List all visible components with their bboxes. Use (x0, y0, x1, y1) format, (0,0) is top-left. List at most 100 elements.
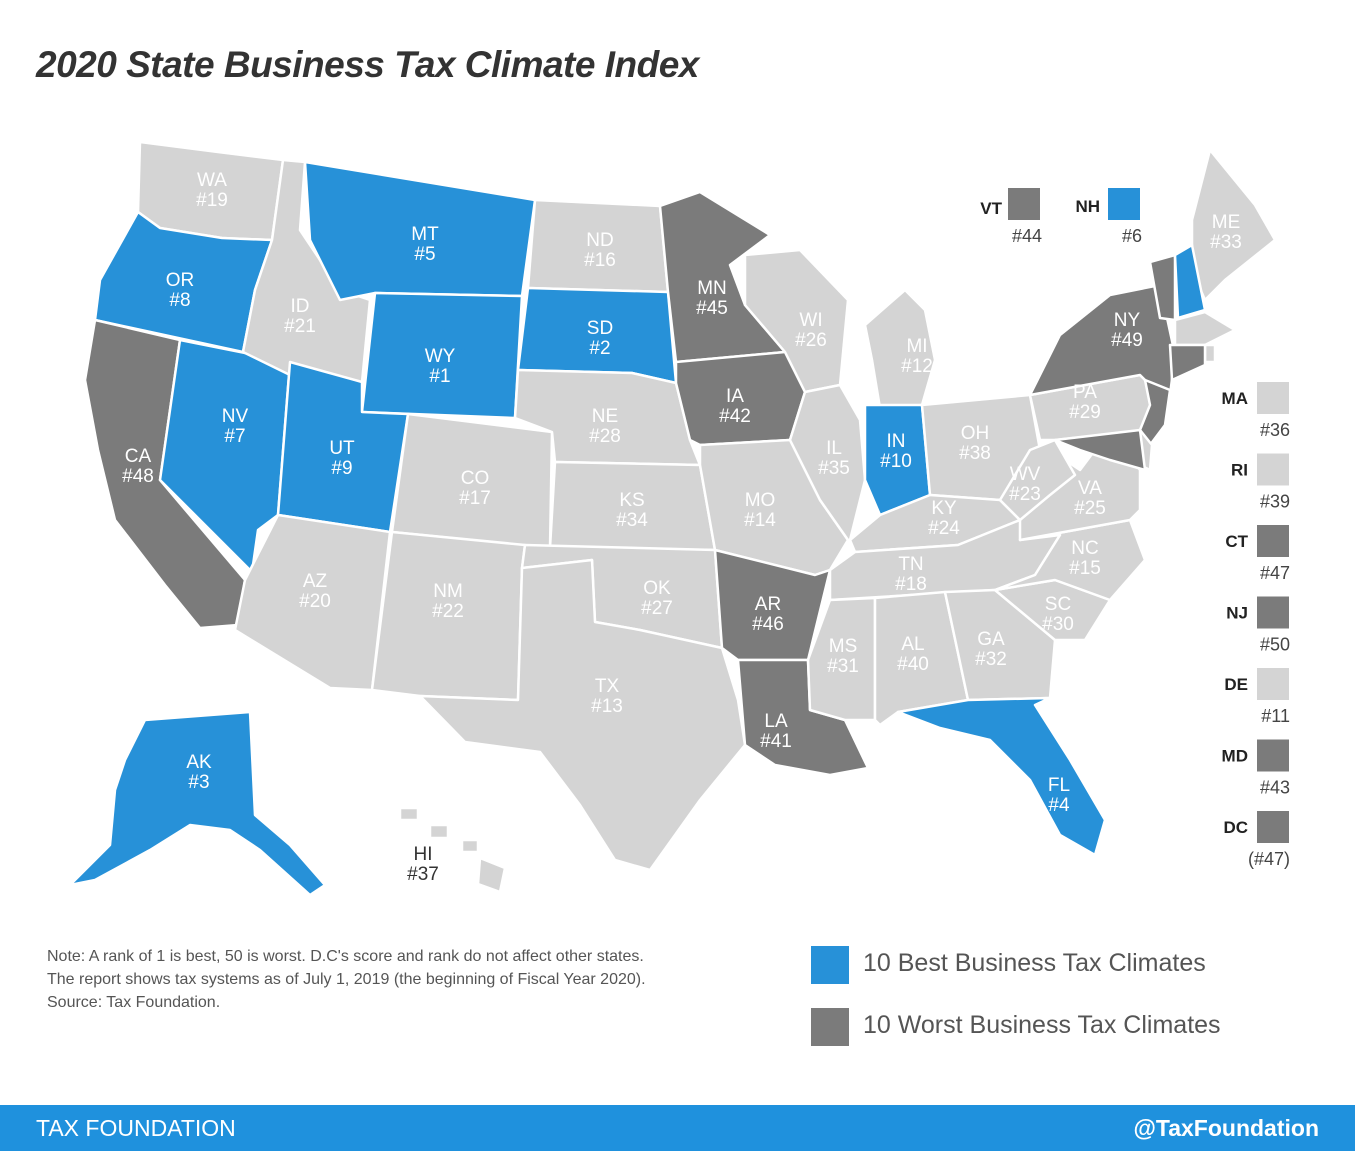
state-rank-ny: #49 (1111, 330, 1143, 351)
state-label-nc: NC (1071, 538, 1098, 559)
state-rank-hi: #37 (407, 864, 439, 885)
state-rank-ar: #46 (752, 614, 784, 635)
state-label-mt: MT (411, 224, 439, 245)
state-label-wv: WV (1010, 464, 1041, 485)
state-md (1053, 428, 1147, 472)
state-nh (1173, 243, 1207, 320)
state-label-ut: UT (329, 438, 355, 459)
callout-swatch-ri (1257, 453, 1289, 486)
callout-abbr-md: MD (1222, 747, 1248, 766)
state-rank-ms: #31 (827, 656, 859, 677)
note-line-2: The report shows tax systems as of July … (47, 971, 646, 988)
state-rank-la: #41 (760, 731, 792, 752)
state-rank-ky: #24 (928, 518, 960, 539)
state-rank-ia: #42 (719, 406, 751, 427)
state-label-mo: MO (745, 490, 776, 511)
state-label-mn: MN (697, 278, 727, 299)
state-label-ok: OK (643, 578, 671, 599)
page-title: 2020 State Business Tax Climate Index (36, 44, 699, 85)
state-rank-or: #8 (169, 290, 190, 311)
state-label-ky: KY (931, 498, 957, 519)
state-rank-wi: #26 (795, 330, 827, 351)
state-label-wy: WY (425, 346, 456, 367)
state-label-ia: IA (726, 386, 744, 407)
state-label-ny: NY (1114, 310, 1141, 331)
state-rank-az: #20 (299, 591, 331, 612)
state-label-ks: KS (619, 490, 644, 511)
callout-abbr-dc: DC (1223, 818, 1248, 837)
state-label-or: OR (166, 270, 195, 291)
callout-swatch-nj (1257, 596, 1289, 629)
state-label-co: CO (461, 468, 490, 489)
state-rank-nm: #22 (432, 601, 464, 622)
callout-rank-vt: #44 (1012, 226, 1042, 246)
state-label-nd: ND (586, 230, 613, 251)
state-label-nv: NV (222, 406, 249, 427)
state-label-fl: FL (1048, 775, 1070, 796)
state-ct (1168, 343, 1207, 382)
callout-rank-nj: #50 (1260, 635, 1290, 655)
callout-abbr-ct: CT (1225, 532, 1248, 551)
callout-rank-dc: (#47) (1248, 849, 1290, 869)
state-label-oh: OH (961, 423, 990, 444)
state-rank-wa: #19 (196, 190, 228, 211)
us-map: WA#19 OR#8 CA#48 NV#7 ID#21 MT#5 WY#1 UT#9 AZ#20… (68, 140, 1290, 897)
state-label-tn: TN (898, 554, 923, 575)
callout-swatch-vt (1008, 188, 1040, 220)
state-label-in: IN (887, 431, 906, 452)
state-label-wa: WA (197, 170, 227, 191)
state-hi (398, 806, 507, 894)
state-ri (1203, 343, 1217, 364)
legend-worst-swatch (811, 1008, 849, 1046)
callout-abbr-ri: RI (1231, 461, 1248, 480)
state-rank-mi: #12 (901, 356, 933, 377)
footer-bar: TAX FOUNDATION @TaxFoundation (0, 1105, 1355, 1151)
state-rank-ak: #3 (188, 772, 209, 793)
state-label-ca: CA (125, 446, 152, 467)
callout-abbr-de: DE (1224, 675, 1248, 694)
state-fl (896, 696, 1107, 857)
state-rank-ok: #27 (641, 598, 673, 619)
state-label-id: ID (291, 296, 310, 317)
state-rank-ne: #28 (589, 426, 621, 447)
state-label-va: VA (1078, 478, 1102, 499)
state-rank-nc: #15 (1069, 558, 1101, 579)
state-label-ar: AR (755, 594, 781, 615)
state-nc (993, 518, 1147, 602)
state-tx (418, 558, 747, 872)
state-label-hi: HI (414, 844, 433, 865)
state-label-tx: TX (595, 676, 620, 697)
callout-abbr-nj: NJ (1226, 604, 1248, 623)
state-rank-mn: #45 (696, 298, 728, 319)
state-rank-ks: #34 (616, 510, 648, 531)
state-label-ne: NE (592, 406, 618, 427)
callout-swatch-dc (1257, 811, 1289, 843)
state-rank-oh: #38 (959, 443, 991, 464)
state-label-me: ME (1212, 212, 1241, 233)
state-rank-pa: #29 (1069, 402, 1101, 423)
legend-worst-label: 10 Worst Business Tax Climates (863, 1011, 1221, 1039)
state-label-wi: WI (799, 310, 822, 331)
state-label-il: IL (826, 438, 842, 459)
state-rank-mo: #14 (744, 510, 776, 531)
state-rank-wv: #23 (1009, 484, 1041, 505)
state-rank-sd: #2 (589, 338, 610, 359)
callout-rank-ri: #39 (1260, 492, 1290, 512)
state-rank-fl: #4 (1048, 795, 1070, 816)
callout-swatch-ma (1257, 382, 1289, 414)
state-rank-ca: #48 (122, 466, 154, 487)
state-wv (998, 438, 1077, 522)
state-label-ak: AK (186, 752, 212, 773)
state-rank-ga: #32 (975, 649, 1007, 670)
state-rank-tn: #18 (895, 574, 927, 595)
note-line-1: Note: A rank of 1 is best, 50 is worst. … (47, 948, 644, 965)
state-rank-al: #40 (897, 654, 929, 675)
state-rank-in: #10 (880, 451, 912, 472)
state-rank-id: #21 (284, 316, 316, 337)
legend-best-label: 10 Best Business Tax Climates (863, 949, 1206, 977)
state-label-mi: MI (906, 336, 927, 357)
callout-abbr-ma: MA (1222, 389, 1248, 408)
footer-brand: TAX FOUNDATION (36, 1115, 236, 1141)
callout-abbr-vt: VT (980, 199, 1002, 218)
callout-swatch-md (1257, 739, 1289, 772)
